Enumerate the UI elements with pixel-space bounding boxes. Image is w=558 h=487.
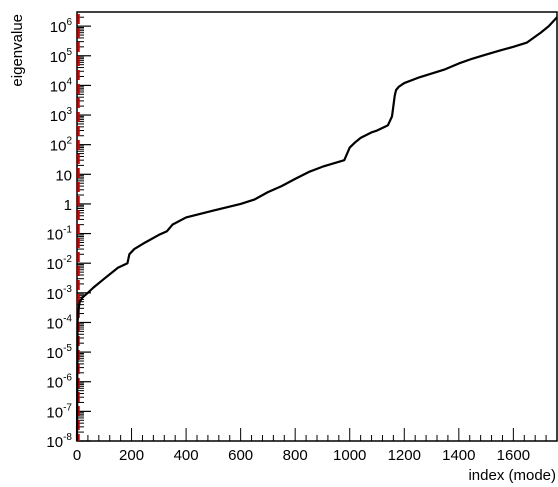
x-axis-title: index (mode) — [468, 467, 556, 484]
x-tick-label: 800 — [283, 447, 308, 464]
y-tick-label: 1 — [64, 197, 72, 214]
y-tick-label: 10 — [55, 167, 72, 184]
y-tick-label: 10-1 — [46, 225, 72, 244]
plot-frame-group — [76, 11, 558, 442]
x-tick-label: 600 — [228, 447, 253, 464]
plot-frame — [76, 11, 558, 442]
x-tick-label: 1200 — [388, 447, 421, 464]
x-tick-label: 400 — [174, 447, 199, 464]
x-tick-label: 0 — [73, 447, 81, 464]
y-tick-label: 10-8 — [46, 432, 72, 451]
y-tick-label: 10-4 — [46, 313, 72, 332]
x-tick-label: 1600 — [497, 447, 530, 464]
y-tick-label: 10-6 — [46, 373, 72, 392]
eigenvalue-series-line — [75, 16, 558, 442]
y-tick-label: 106 — [50, 17, 73, 36]
tick-labels: 0 200 400 600 800 1000 1200 1400 1600 10-8 10-7 10-… — [46, 17, 530, 464]
y-tick-label: 104 — [50, 76, 73, 95]
x-tick-label: 1400 — [442, 447, 475, 464]
y-tick-label: 105 — [50, 47, 73, 66]
y-tick-label: 10-2 — [46, 254, 72, 273]
y-tick-label: 102 — [50, 136, 73, 155]
x-tick-label: 1000 — [333, 447, 366, 464]
y-tick-label: 103 — [50, 106, 73, 125]
tick-marks — [76, 11, 558, 442]
y-tick-label: 10-7 — [46, 402, 72, 421]
y-tick-label: 10-3 — [46, 284, 72, 303]
y-tick-label: 10-5 — [46, 343, 72, 362]
x-tick-label: 200 — [119, 447, 144, 464]
y-axis-title: eigenvalue — [9, 14, 26, 87]
